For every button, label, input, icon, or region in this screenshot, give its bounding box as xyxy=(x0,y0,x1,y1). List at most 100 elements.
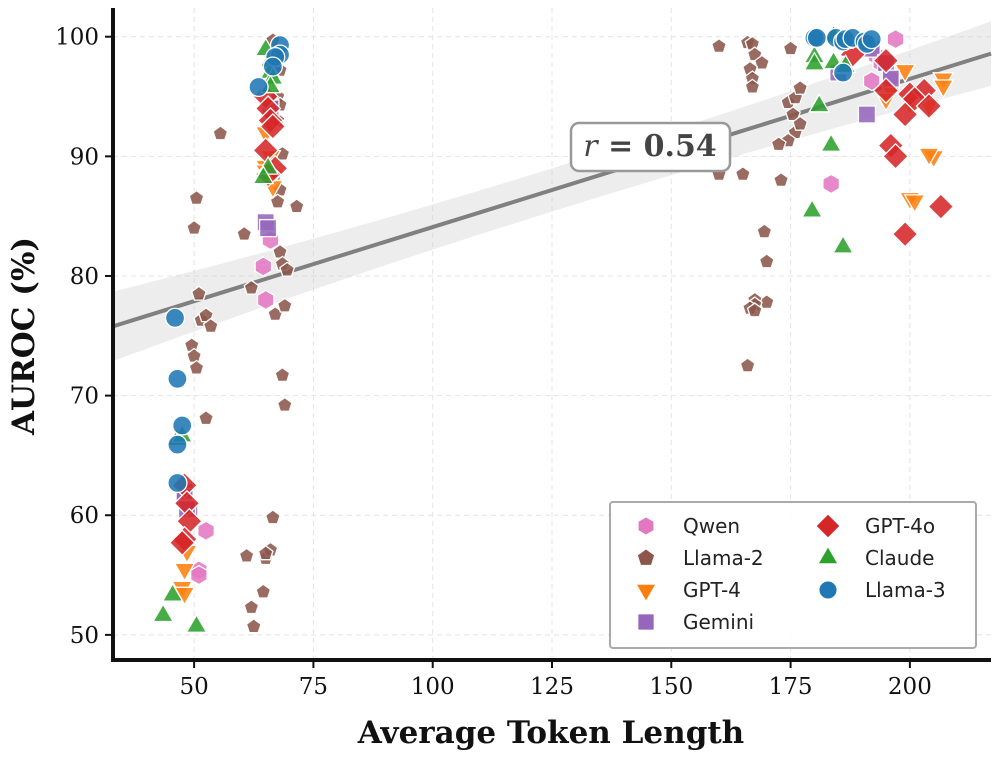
legend-item-llama-2: Llama-2 xyxy=(637,546,764,570)
point-llama-2 xyxy=(782,40,799,56)
point-llama-2 xyxy=(770,136,787,152)
legend-marker-qwen xyxy=(638,517,654,535)
point-llama-3 xyxy=(167,434,188,455)
point-llama-3 xyxy=(806,27,827,49)
y-tick-label: 60 xyxy=(70,503,99,529)
point-llama-2 xyxy=(269,193,286,209)
point-llama-3 xyxy=(172,415,193,436)
point-llama-2 xyxy=(276,297,293,313)
point-llama-2 xyxy=(792,115,809,131)
point-llama-2 xyxy=(243,279,260,295)
x-axis-title: Average Token Length xyxy=(357,715,744,751)
point-claude xyxy=(803,51,826,71)
point-gpt-4o xyxy=(168,529,196,557)
point-gpt-4o xyxy=(882,142,909,170)
legend-label: GPT-4 xyxy=(683,578,741,602)
y-tick-label: 70 xyxy=(70,384,99,410)
x-tick-label: 50 xyxy=(179,674,208,700)
point-gemini xyxy=(857,105,877,124)
point-gpt-4o xyxy=(259,113,287,140)
point-claude xyxy=(161,582,184,602)
point-gpt-4 xyxy=(903,194,926,214)
legend-marker-gpt-4o xyxy=(816,514,840,538)
ticks: 50 75 100 125 150 175 200 50 60 70 80 90 100 xyxy=(55,25,932,700)
point-llama-2 xyxy=(264,509,281,525)
legend-marker-claude xyxy=(819,547,837,564)
legend-item-gpt-4: GPT-4 xyxy=(637,578,741,602)
series-llama-2 xyxy=(183,31,809,634)
legend-item-gemini: Gemini xyxy=(638,610,754,634)
point-gpt-4o xyxy=(927,193,955,221)
point-gpt-4 xyxy=(932,79,955,99)
point-llama-3 xyxy=(861,28,882,50)
data-points xyxy=(151,23,955,634)
point-llama-2 xyxy=(753,54,770,70)
point-llama-3 xyxy=(167,472,188,494)
point-llama-2 xyxy=(188,359,205,375)
point-llama-2 xyxy=(236,225,253,241)
correlation-annotation: r = 0.54 xyxy=(569,121,732,173)
point-llama-2 xyxy=(773,171,790,188)
point-qwen xyxy=(822,173,841,195)
point-gpt-4o xyxy=(872,77,900,104)
point-llama-3 xyxy=(167,368,188,390)
point-llama-2 xyxy=(784,106,801,122)
point-claude xyxy=(151,602,175,623)
legend-item-qwen: Qwen xyxy=(638,514,740,538)
legend-item-llama-3: Llama-3 xyxy=(819,578,946,602)
legend-marker-gpt-4 xyxy=(637,584,655,601)
point-qwen xyxy=(256,289,275,311)
point-llama-2 xyxy=(276,396,293,412)
point-llama-3 xyxy=(262,56,284,77)
legend-item-claude: Claude xyxy=(819,546,934,570)
point-gpt-4 xyxy=(173,562,196,582)
y-tick-label: 80 xyxy=(70,264,99,290)
point-gpt-4 xyxy=(917,147,941,167)
point-llama-2 xyxy=(756,223,773,239)
confidence-band xyxy=(112,21,992,362)
point-qwen xyxy=(190,564,208,586)
point-llama-2 xyxy=(734,165,751,182)
point-claude xyxy=(185,613,208,633)
legend-label: Qwen xyxy=(683,514,740,538)
legend-label: Llama-3 xyxy=(865,578,946,602)
point-claude xyxy=(808,93,831,113)
point-llama-2 xyxy=(255,583,272,599)
legend-marker-gemini xyxy=(638,614,654,630)
series-llama-3 xyxy=(164,27,882,494)
point-llama-2 xyxy=(711,37,727,54)
x-tick-label: 200 xyxy=(888,674,932,700)
legend: Qwen Llama-2 GPT-4 Gemini GPT-4o Claude Llama-… xyxy=(609,501,977,649)
x-tick-label: 75 xyxy=(299,674,328,700)
point-llama-3 xyxy=(164,307,186,328)
point-llama-2 xyxy=(243,598,260,615)
annotation-text: r = 0.54 xyxy=(583,129,716,164)
point-llama-2 xyxy=(186,219,203,235)
point-llama-3 xyxy=(248,76,269,98)
point-claude xyxy=(252,165,275,185)
point-gpt-4o xyxy=(891,220,919,248)
point-llama-2 xyxy=(288,198,305,214)
point-claude xyxy=(800,198,824,218)
point-gpt-4o xyxy=(872,47,900,75)
point-claude xyxy=(831,234,855,254)
point-claude xyxy=(820,132,843,152)
legend-item-gpt-4o: GPT-4o xyxy=(816,514,935,538)
point-llama-2 xyxy=(274,366,291,383)
y-axis-title: AUROC (%) xyxy=(6,237,42,436)
legend-marker-llama-3 xyxy=(819,581,837,599)
point-llama-2 xyxy=(279,261,296,277)
legend-label: Gemini xyxy=(683,610,754,634)
point-qwen xyxy=(254,256,273,277)
y-tick-label: 100 xyxy=(55,25,99,51)
point-llama-2 xyxy=(212,125,229,141)
point-gpt-4 xyxy=(893,63,917,83)
point-gemini xyxy=(258,218,278,238)
point-llama-2 xyxy=(792,79,809,95)
point-llama-2 xyxy=(758,253,775,269)
point-qwen xyxy=(197,520,215,542)
point-qwen xyxy=(862,70,881,92)
y-tick-label: 50 xyxy=(70,623,99,649)
legend-frame xyxy=(609,501,977,649)
